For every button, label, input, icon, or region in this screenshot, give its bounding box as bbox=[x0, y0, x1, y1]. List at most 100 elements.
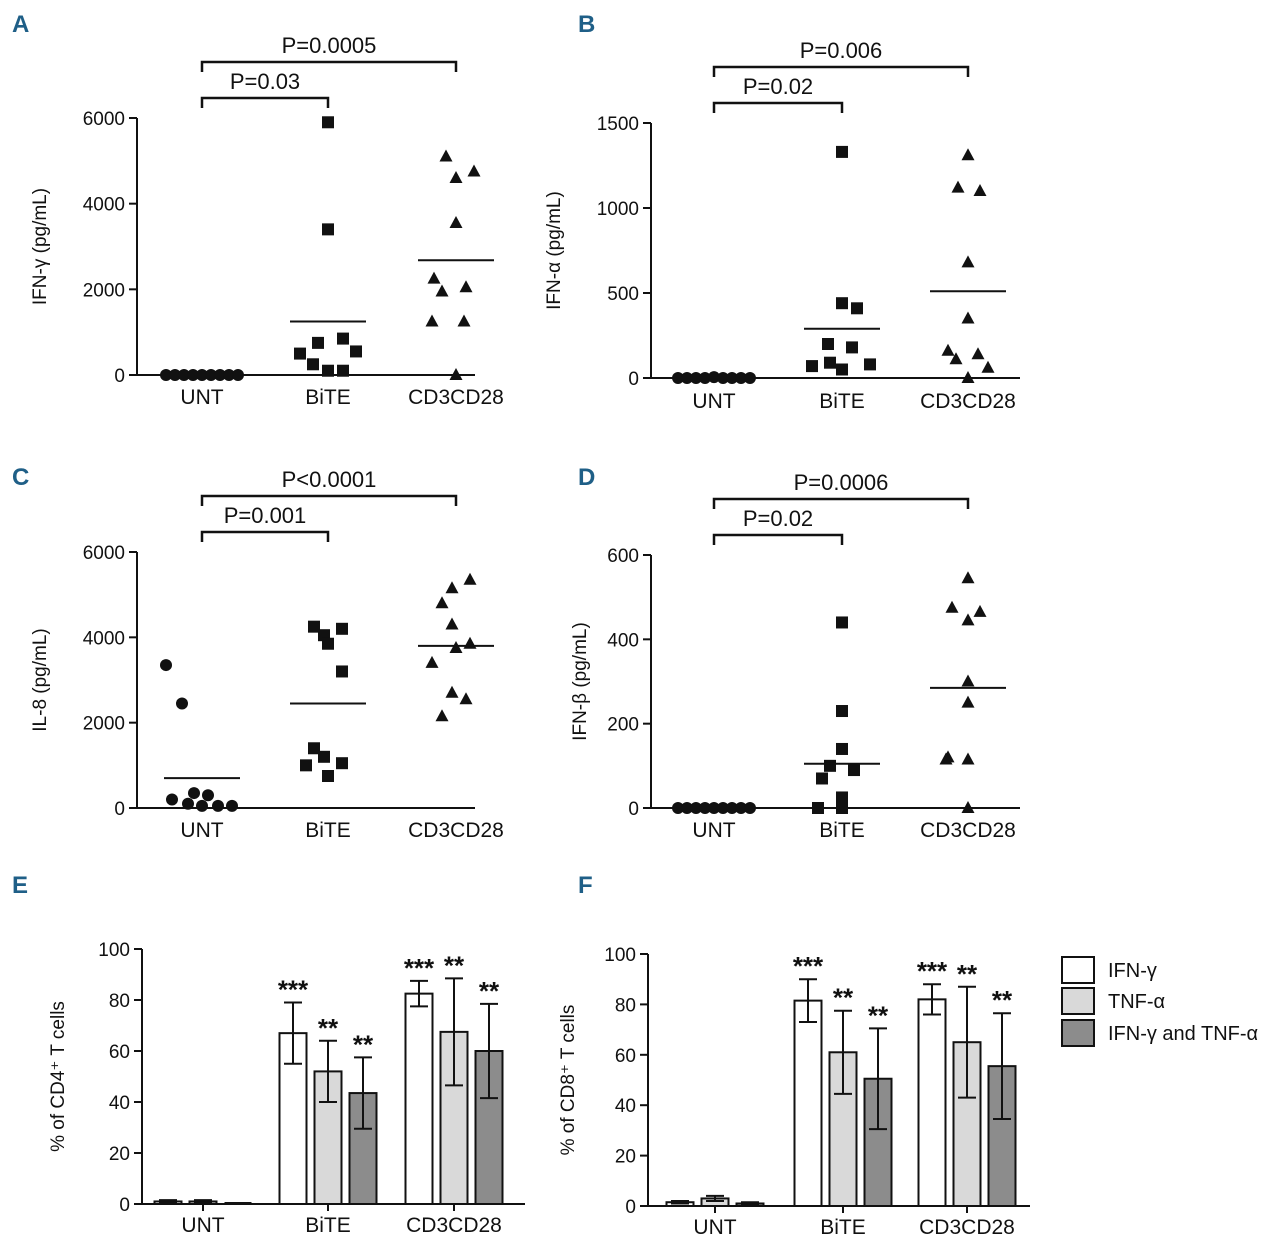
data-point bbox=[945, 600, 959, 613]
legend-label: IFN-γ bbox=[1108, 960, 1157, 982]
data-point bbox=[836, 145, 848, 158]
significance-bracket bbox=[712, 101, 844, 113]
y-tick-label: 4000 bbox=[83, 195, 125, 216]
data-point bbox=[188, 787, 200, 800]
data-point bbox=[445, 581, 459, 594]
x-category-label: CD3CD28 bbox=[408, 819, 504, 842]
significance-stars: ** bbox=[353, 1029, 374, 1059]
y-tick-label: 80 bbox=[109, 991, 130, 1012]
data-point bbox=[449, 368, 463, 380]
data-point bbox=[949, 352, 963, 365]
data-point bbox=[981, 360, 995, 373]
p-value-label: P=0.001 bbox=[224, 503, 307, 528]
data-point bbox=[435, 596, 449, 609]
y-tick-label: 0 bbox=[628, 799, 639, 820]
data-point bbox=[425, 314, 439, 327]
y-tick-label: 2000 bbox=[83, 280, 125, 301]
y-axis-label: IFN-α (pg/mL) bbox=[544, 191, 565, 310]
data-point bbox=[226, 799, 238, 812]
data-point bbox=[202, 789, 214, 802]
data-point bbox=[445, 685, 459, 698]
panel-letter: C bbox=[12, 464, 29, 491]
data-point bbox=[822, 338, 834, 350]
legend: IFN-γ TNF-α IFN-γ and TNF-α bbox=[1061, 956, 1258, 1047]
bar bbox=[404, 992, 434, 1205]
y-tick-label: 6000 bbox=[83, 543, 125, 564]
y-tick-label: 400 bbox=[607, 630, 639, 651]
x-category-label: CD3CD28 bbox=[406, 1214, 502, 1237]
panel-letter: E bbox=[12, 872, 28, 899]
data-point bbox=[322, 637, 334, 650]
x-category-label: CD3CD28 bbox=[920, 390, 1016, 413]
data-point bbox=[294, 347, 306, 360]
p-value-label: P=0.02 bbox=[743, 74, 813, 99]
data-point bbox=[427, 271, 441, 284]
y-tick-label: 80 bbox=[615, 995, 636, 1016]
panel-e-bars: ************** bbox=[153, 950, 504, 1206]
data-point bbox=[961, 801, 975, 813]
data-point bbox=[337, 364, 349, 377]
legend-swatch bbox=[1061, 987, 1095, 1015]
data-point bbox=[961, 613, 975, 626]
x-category-label: UNT bbox=[693, 1216, 736, 1239]
data-point bbox=[459, 280, 473, 293]
x-category-label: UNT bbox=[180, 386, 223, 409]
y-tick-label: 200 bbox=[607, 715, 639, 736]
data-point bbox=[851, 302, 863, 315]
y-axis-label: % of CD8⁺ T cells bbox=[558, 1005, 579, 1156]
y-tick-label: 60 bbox=[615, 1046, 636, 1067]
p-value-label: P=0.03 bbox=[230, 69, 300, 94]
data-point bbox=[435, 709, 449, 722]
y-axis-label: IFN-β (pg/mL) bbox=[570, 622, 591, 741]
data-point bbox=[848, 764, 860, 777]
y-tick-label: 40 bbox=[109, 1093, 130, 1114]
significance-bracket bbox=[712, 497, 970, 509]
data-point bbox=[836, 802, 848, 814]
x-category-label: CD3CD28 bbox=[920, 819, 1016, 842]
data-point bbox=[425, 655, 439, 668]
y-tick-label: 40 bbox=[615, 1096, 636, 1117]
y-tick-label: 600 bbox=[607, 546, 639, 567]
panel-f-axes: 0 20 40 60 80 100 UNT BiTE CD3CD28 % of CD8⁺ T ce… bbox=[558, 872, 1030, 1239]
data-point bbox=[307, 358, 319, 371]
significance-stars: ** bbox=[444, 950, 465, 980]
significance-bracket bbox=[200, 530, 330, 542]
data-point bbox=[973, 184, 987, 196]
data-point bbox=[459, 692, 473, 705]
significance-stars: ** bbox=[868, 1000, 889, 1030]
significance-stars: ** bbox=[318, 1013, 339, 1043]
data-point bbox=[322, 364, 334, 377]
data-point bbox=[463, 636, 477, 649]
panel-c-scatter: P=0.001 P<0.0001 bbox=[160, 467, 494, 812]
panel-f-bars: *** *********** bbox=[665, 951, 1017, 1208]
data-point bbox=[824, 759, 836, 772]
significance-bracket bbox=[712, 533, 844, 545]
data-point bbox=[836, 616, 848, 629]
data-point bbox=[336, 757, 348, 770]
data-point bbox=[445, 617, 459, 630]
data-point bbox=[160, 659, 172, 672]
y-tick-label: 100 bbox=[604, 945, 636, 966]
significance-stars: *** bbox=[793, 951, 824, 981]
legend-swatch bbox=[1061, 956, 1095, 984]
y-tick-label: 20 bbox=[615, 1147, 636, 1168]
y-tick-label: 500 bbox=[607, 284, 639, 305]
data-point bbox=[836, 297, 848, 310]
panel-b-scatter: P=0.02 P=0.006 bbox=[672, 38, 1006, 384]
data-point bbox=[961, 255, 975, 268]
data-point bbox=[467, 164, 481, 177]
data-point bbox=[836, 791, 848, 804]
significance-bracket bbox=[200, 60, 458, 72]
data-point bbox=[300, 759, 312, 772]
data-point bbox=[449, 641, 463, 653]
legend-label: IFN-γ and TNF-α bbox=[1108, 1023, 1258, 1045]
data-point bbox=[322, 116, 334, 129]
significance-stars: *** bbox=[278, 975, 309, 1005]
y-tick-label: 0 bbox=[114, 366, 125, 387]
x-category-label: BiTE bbox=[819, 390, 865, 413]
data-point bbox=[961, 674, 975, 687]
significance-stars: ** bbox=[479, 976, 500, 1006]
panel-letter: A bbox=[12, 11, 29, 38]
panel-letter: B bbox=[578, 11, 595, 38]
p-value-label: P=0.0006 bbox=[794, 470, 889, 495]
